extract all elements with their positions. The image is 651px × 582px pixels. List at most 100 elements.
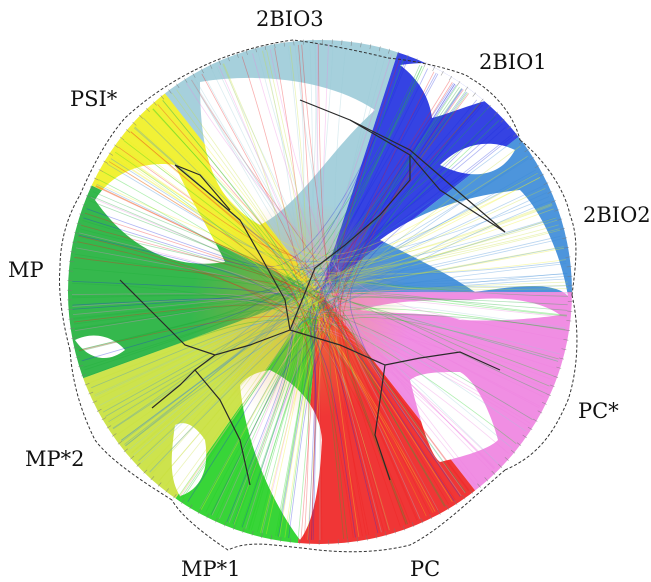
bundle-strand (201, 73, 316, 540)
rim-tick (566, 320, 572, 322)
bundle-strand (263, 50, 390, 531)
bundle-strand (328, 54, 476, 486)
rim-tick (101, 417, 107, 421)
rim-tick (469, 489, 474, 494)
tree-branch-mp (119, 279, 291, 356)
rim-tick (78, 365, 84, 368)
rim-tick (197, 509, 201, 514)
bundle-strand (341, 89, 464, 525)
rim-tick (445, 505, 450, 510)
bracket-pcstar (504, 294, 578, 471)
rim-tick (96, 408, 102, 412)
rim-tick (114, 144, 119, 148)
rim-tick (350, 40, 353, 46)
bundle-strand (125, 235, 562, 447)
rim-tick (559, 227, 565, 230)
bundle-strand (199, 310, 479, 510)
rim-tick (181, 499, 185, 504)
bundle-strand (231, 66, 425, 524)
rim-tick (139, 114, 144, 119)
bundle-strand (110, 158, 557, 270)
bundle-strand (138, 273, 568, 462)
bundle-strand (310, 71, 435, 540)
rim-tick (402, 525, 406, 531)
bundle-strand (73, 267, 445, 507)
bundle-strand (152, 108, 310, 513)
rim-tick (411, 522, 415, 528)
group-brackets (59, 39, 578, 553)
bundle-strand (145, 114, 390, 531)
rim-tick (98, 169, 104, 173)
bundle-strand (190, 79, 559, 362)
bundle-strand (124, 139, 516, 445)
bundle-strand (219, 310, 557, 519)
bundle-strand (269, 48, 540, 409)
bundle-strand (322, 44, 495, 469)
bundle-strand (337, 93, 470, 531)
bundle-strand (98, 179, 304, 537)
bundle-strand (134, 228, 560, 457)
bundle-strand (112, 261, 567, 430)
bracket-2bio2 (519, 139, 577, 296)
rim-tick (472, 92, 476, 97)
rim-tick (562, 237, 568, 240)
bundle-strand (123, 140, 305, 528)
rim-tick (103, 160, 109, 164)
rim-tick (150, 476, 155, 481)
bundle-strand (274, 48, 380, 533)
rim-tick (537, 410, 543, 414)
rim-tick (539, 173, 544, 177)
bundle-strand (190, 79, 499, 465)
rim-tick (500, 118, 505, 123)
rim-tick (168, 89, 172, 94)
rim-tick (464, 86, 469, 92)
bundle-strand (102, 263, 567, 413)
bracket-2bio3 (194, 39, 389, 71)
rim-tick (71, 337, 77, 339)
rim-tick (69, 327, 75, 330)
bundle-strand (78, 291, 568, 351)
rim-tick (510, 449, 516, 454)
rim-tick (491, 470, 496, 475)
rim-tick (145, 107, 150, 113)
bundle-strand (107, 246, 564, 421)
rim-tick (532, 418, 538, 422)
bundle-strand (89, 63, 283, 384)
bundle-strand (116, 219, 558, 436)
bundle-strand (288, 83, 456, 539)
bundle-strand (339, 82, 456, 501)
bundle-strand (86, 59, 408, 267)
bundle-strand (97, 182, 318, 510)
rim-tick (420, 518, 424, 524)
rim-tick (242, 528, 245, 533)
bundle-strand (180, 85, 458, 498)
bundle-strand (334, 45, 561, 355)
bundle-strand (241, 88, 463, 528)
rim-tick (556, 366, 562, 369)
bundle-strand (202, 73, 466, 494)
bundle-strand (72, 298, 529, 427)
bundle-strand (158, 92, 307, 482)
bundle-strand (314, 44, 462, 497)
white-voids (75, 63, 568, 540)
bundle-strand (125, 246, 564, 447)
rim-tick (251, 530, 254, 536)
rim-tick (76, 222, 82, 225)
bundle-strand (110, 281, 568, 426)
bundle-strand (79, 115, 496, 352)
rim-tick (498, 464, 503, 468)
bundle-strand (337, 80, 451, 515)
rim-tick (218, 60, 221, 65)
bundle-strand (73, 304, 370, 536)
bundle-strand (149, 172, 538, 474)
rim-tick (566, 266, 572, 268)
bracket-mp1 (171, 499, 303, 551)
rim-tick (200, 68, 204, 74)
bundle-strand (149, 63, 309, 473)
rim-tick (565, 329, 571, 332)
rim-tick (513, 133, 518, 137)
bundle-strand (309, 82, 454, 540)
rim-tick (384, 531, 387, 537)
bundle-strand (73, 280, 568, 319)
bundle-strand (81, 224, 470, 491)
